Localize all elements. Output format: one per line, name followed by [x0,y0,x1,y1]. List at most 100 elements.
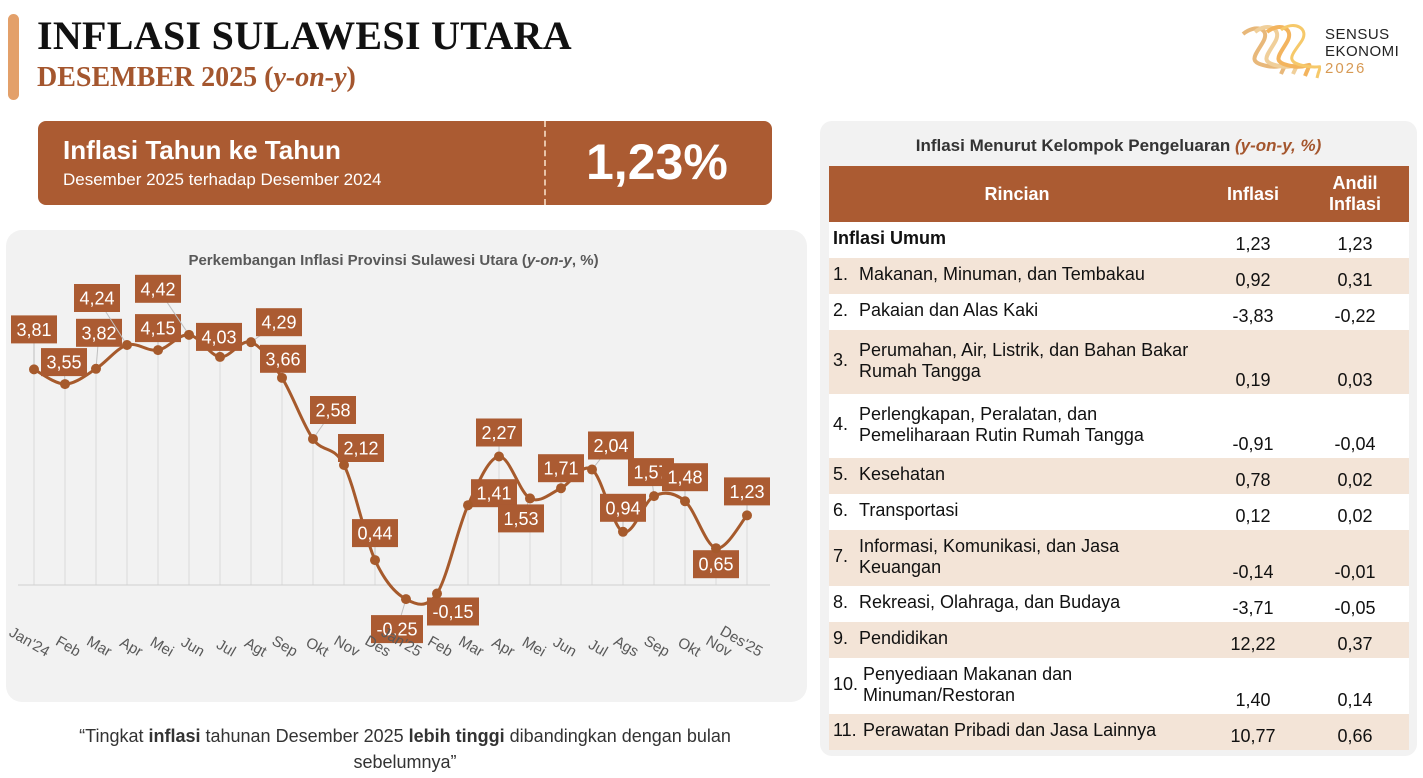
row-number: 1. [833,264,849,284]
table-title: Inflasi Menurut Kelompok Pengeluaran (y-… [915,136,1322,155]
data-point [277,372,287,383]
table-row: 2. Pakaian dan Alas Kaki -3,83 -0,22 [829,294,1409,330]
data-label-box [371,615,423,644]
data-point [742,510,752,521]
table-row: 7. Informasi, Komunikasi, dan Jasa Keuang… [829,530,1409,586]
row-label-cell: 8. Rekreasi, Olahraga, dan Budaya [829,586,1205,622]
data-label-box [260,344,306,373]
data-point [525,493,535,504]
data-point [649,491,659,502]
table-row: 10. Penyediaan Makanan dan Minuman/Restor… [829,658,1409,714]
data-point [401,594,411,605]
data-label: -0,25 [376,620,417,640]
row-number: 3. [833,350,849,370]
row-andil-value: 0,03 [1301,330,1409,394]
x-tick-label: Jun [550,634,579,661]
table-row: 6. Transportasi 0,12 0,02 [829,494,1409,530]
chart-title: Perkembangan Inflasi Provinsi Sulawesi U… [188,252,599,269]
data-label-box [256,308,302,337]
data-label: 1,41 [476,484,511,504]
data-label-box [588,431,634,460]
data-label-box [724,477,770,506]
data-label: 3,66 [265,349,300,369]
data-point [432,588,442,599]
row-label-cell: 4. Perlengkapan, Peralatan, dan Pemelihar… [829,394,1205,458]
data-point [184,329,194,340]
data-label-box [471,479,517,508]
data-label-box [41,348,87,377]
data-label: 4,24 [79,289,114,309]
row-label: Pakaian dan Alas Kaki [859,300,1039,320]
row-inflasi-value: 0,12 [1205,494,1301,530]
data-label-box [538,454,584,483]
row-label: Perumahan, Air, Listrik, dan Bahan Bakar… [859,339,1189,381]
data-label-box [310,396,356,424]
column-header-rincian: Rincian [829,166,1205,222]
table-row: 1. Makanan, Minuman, dan Tembakau 0,92 0,31 [829,258,1409,294]
data-label: 1,53 [503,509,538,529]
row-label-cell: 6. Transportasi [829,494,1205,530]
data-label-box [76,318,122,347]
row-inflasi-value: 12,22 [1205,622,1301,658]
data-label-box [427,597,479,626]
row-label: Perawatan Pribadi dan Jasa Lainnya [863,720,1157,740]
row-label: Kesehatan [859,464,946,484]
row-number: 2. [833,300,849,320]
x-tick-label: Apr [117,634,146,660]
table-row: 9. Pendidikan 12,22 0,37 [829,622,1409,658]
row-label: Informasi, Komunikasi, dan Jasa Keuangan [859,535,1120,577]
x-tick-label: Sep [641,632,673,660]
data-label: 4,03 [201,327,236,347]
column-header-inflasi: Inflasi [1205,166,1301,222]
data-label: 3,82 [81,323,116,343]
table-row-total: Inflasi Umum 1,23 1,23 [829,222,1409,258]
data-label: 4,42 [140,279,175,299]
data-label-box [352,519,398,548]
data-point [370,555,380,566]
x-tick-label: Agt [242,634,271,660]
row-label-cell: 5. Kesehatan [829,458,1205,494]
x-tick-label: Feb [53,633,84,661]
x-tick-label: Mar [456,633,487,661]
data-point [246,337,256,348]
table-body: Inflasi Umum 1,23 1,23 1. Makanan, Minuman, … [829,222,1409,750]
row-label-cell: 1. Makanan, Minuman, dan Tembakau [829,258,1205,294]
row-andil-value: -0,05 [1301,586,1409,622]
data-label: 2,12 [343,439,378,459]
row-inflasi-value: 1,40 [1205,658,1301,714]
row-inflasi-value: 0,92 [1205,258,1301,294]
data-point [463,500,473,511]
x-tick-label: Jul [213,636,238,660]
row-number: 5. [833,464,849,484]
row-inflasi-value: 10,77 [1205,714,1301,750]
row-andil-value: 0,02 [1301,494,1409,530]
row-andil-value: 1,23 [1301,222,1409,258]
row-label-cell: 9. Pendidikan [829,622,1205,658]
row-inflasi-value: -0,14 [1205,530,1301,586]
row-number: 11. [833,720,857,740]
row-label-cell: 2. Pakaian dan Alas Kaki [829,294,1205,330]
logo-text-year: 2026 [1325,60,1367,77]
row-label: Makanan, Minuman, dan Tembakau [859,264,1145,284]
data-label: -0,15 [432,602,473,622]
row-number: 8. [833,592,849,612]
row-label-cell: Inflasi Umum [829,222,1205,258]
row-label-cell: 3. Perumahan, Air, Listrik, dan Bahan Bak… [829,330,1205,394]
kpi-label: Inflasi Tahun ke Tahun [63,135,341,165]
data-label: 4,29 [261,313,296,333]
data-label-box [338,434,384,462]
x-tick-label: Feb [425,633,456,661]
summary-quote: “Tingkat inflasi tahunan Desember 2025 l… [79,726,731,772]
data-label: 0,94 [605,498,640,518]
data-point [215,351,225,362]
row-andil-value: -0,22 [1301,294,1409,330]
data-label: 0,44 [357,524,392,544]
row-number: 4. [833,414,849,434]
data-point [308,433,318,444]
data-label-box [600,493,646,522]
kpi-value: 1,23% [586,134,728,190]
data-label: 2,04 [593,436,628,456]
row-inflasi-value: 0,19 [1205,330,1301,394]
row-number: 10. [833,674,859,694]
data-point [29,364,39,375]
